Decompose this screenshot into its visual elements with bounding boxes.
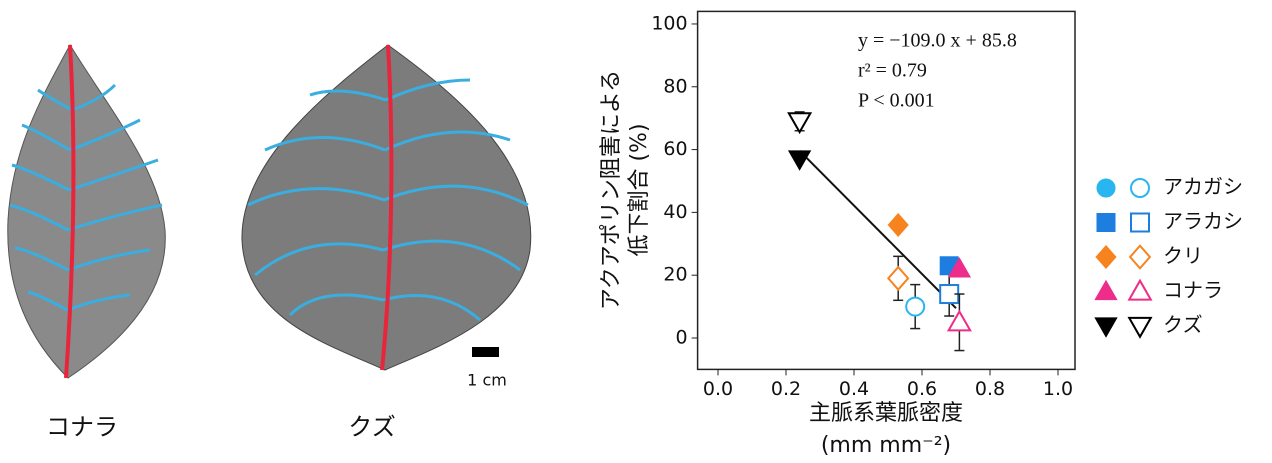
legend-label: アカガシ <box>1163 175 1243 199</box>
legend-marker <box>1131 179 1149 197</box>
point-open <box>789 113 811 132</box>
annotation: r² = 0.79 <box>858 60 927 82</box>
legend-label: アラカシ <box>1163 209 1243 233</box>
legend-label: コナラ <box>1163 278 1223 302</box>
figure: 1 cm コナラ クズ 0 20 40 60 80 100 0.0 0.2 0.4 0.6 0.8 1… <box>0 0 1272 459</box>
x-tick-label: 0.8 <box>975 378 1005 400</box>
y-axis-label: アクアポリン阻害による <box>599 70 624 310</box>
point-open <box>949 311 971 330</box>
legend-marker <box>1095 318 1117 337</box>
legend-marker <box>1129 281 1151 300</box>
y-axis-label: 低下割合 (%) <box>627 123 652 256</box>
y-tick-label: 0 <box>676 326 688 348</box>
scale-bar <box>472 347 499 357</box>
y-tick-label: 20 <box>663 264 687 286</box>
leaf-label: クズ <box>348 413 396 441</box>
point-filled <box>789 151 811 170</box>
leaf-kuzu <box>242 45 531 370</box>
leaf-konara <box>8 45 166 378</box>
point-open <box>888 267 908 290</box>
x-axis-label: 主脈系葉脈密度 <box>809 401 963 426</box>
annotation: y = −109.0 x + 85.8 <box>858 30 1017 52</box>
annotation: P < 0.001 <box>858 90 935 112</box>
y-tick-label: 80 <box>663 75 687 97</box>
y-tick-label: 100 <box>651 12 687 34</box>
legend-marker <box>1130 246 1150 269</box>
x-tick-label: 0.0 <box>703 378 733 400</box>
legend-marker <box>1131 214 1149 232</box>
legend-marker <box>1096 246 1116 269</box>
x-axis-label: (mm mm⁻²) <box>821 433 951 458</box>
legend-marker <box>1097 214 1115 232</box>
leaf-label: コナラ <box>46 413 118 441</box>
fit-line <box>800 151 956 308</box>
legend-label: クリ <box>1163 244 1203 268</box>
point-open <box>906 298 924 316</box>
legend-marker <box>1097 179 1115 197</box>
point-filled <box>888 214 908 237</box>
scale-label: 1 cm <box>467 371 507 390</box>
x-tick-label: 0.2 <box>771 378 801 400</box>
legend-marker <box>1095 281 1117 300</box>
legend-marker <box>1129 318 1151 337</box>
legend-label: クズ <box>1163 313 1203 337</box>
x-tick-label: 1.0 <box>1043 378 1073 400</box>
x-tick-label: 0.6 <box>907 378 937 400</box>
y-tick-label: 40 <box>663 201 687 223</box>
y-tick-label: 60 <box>663 138 687 160</box>
x-tick-label: 0.4 <box>839 378 869 400</box>
